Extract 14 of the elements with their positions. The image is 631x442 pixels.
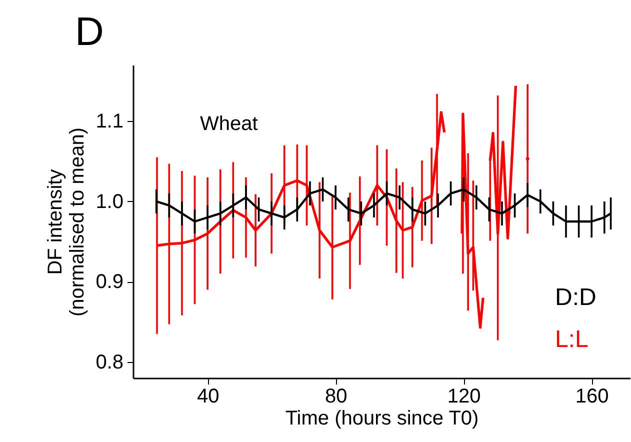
x-axis-title: Time (hours since T0)	[285, 408, 479, 430]
text: L:L	[555, 326, 588, 353]
x-tick-label: 120	[447, 386, 481, 408]
y-axis-title: DF intensity (normalised to mean)	[44, 128, 89, 316]
chart-title: D	[75, 10, 104, 54]
y-tick-label: 0.9	[96, 271, 124, 294]
x-tick-label: 40	[196, 386, 220, 408]
x-tick-label: 160	[575, 386, 609, 408]
x-tick-label: 80	[324, 386, 348, 408]
text: D:D	[555, 284, 596, 311]
y-tick-label: 0.8	[96, 351, 124, 374]
y-tick-label: 1.1	[96, 110, 124, 133]
annotation: Wheat	[200, 113, 258, 135]
y-tick-label: 1.0	[96, 190, 124, 213]
